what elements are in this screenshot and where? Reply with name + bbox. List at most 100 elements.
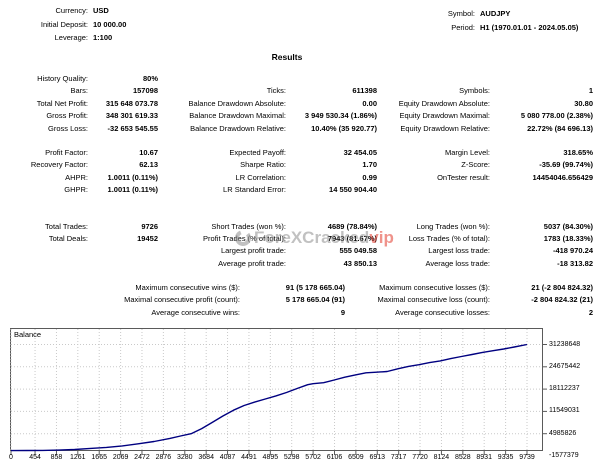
stat-value (490, 184, 593, 196)
stat-label: Largest loss trade: (428, 246, 490, 256)
stat-label: Short Trades (won %): (211, 221, 286, 231)
stat-value: 0.99 (362, 172, 377, 182)
account-header-value: USD (93, 6, 109, 15)
x-tick-label: 3684 (198, 454, 214, 461)
stat-value: 4689 (78.84%) (327, 221, 377, 231)
stat-label: GHPR: (64, 185, 88, 195)
stat-value: 611398 (352, 86, 377, 96)
stat-value (286, 73, 377, 85)
stat-label: Recovery Factor: (30, 160, 88, 170)
symbol-header-label: Symbol: (447, 9, 475, 18)
stat-value: 318.65% (563, 147, 593, 157)
stat-value: 555 049.58 (339, 246, 377, 256)
stat-label: Average consecutive wins: (151, 307, 240, 317)
stat-label: OnTester result: (437, 172, 490, 182)
stat-label (0, 294, 40, 306)
stat-label (0, 282, 40, 294)
x-tick-label: 7720 (412, 454, 428, 461)
symbol-info: Symbol: AUDJPY Period: H1 (1970.01.01 - 202… (360, 7, 579, 34)
stat-value: 157098 (132, 86, 158, 96)
stat-value: -18 313.82 (557, 258, 593, 268)
stat-value: 14454046.656429 (532, 172, 593, 182)
stat-label: Total Trades: (45, 221, 88, 231)
stat-label: Average consecutive losses: (395, 307, 490, 317)
stat-value (40, 294, 110, 306)
stat-label: Long Trades (won %): (416, 221, 490, 231)
results-table: History Quality: 80% Bars: 157098 Ticks: 6113… (0, 73, 593, 319)
stat-value: 5037 (84.30%) (543, 221, 593, 231)
stat-value: 21 (-2 804 824.32) (531, 283, 593, 293)
stat-value: 22.72% (84 696.13) (527, 123, 593, 133)
stat-value (88, 258, 158, 270)
x-tick-label: 1665 (91, 454, 107, 461)
stat-label: Profit Factor: (45, 147, 88, 157)
balance-line (10, 343, 528, 452)
stat-label: AHPR: (65, 172, 88, 182)
stat-row: Gross Profit: 348 301 619.33 Balance Drawd… (0, 110, 593, 122)
account-info: Currency: USD Initial Deposit: 10 000.00 Lev… (0, 4, 126, 45)
stat-value: 14 550 904.40 (329, 185, 377, 195)
stat-row: Maximum consecutive wins ($): 91 (5 178 6… (0, 282, 593, 294)
stat-row: Total Trades: 9726 Short Trades (won %): 46… (0, 221, 593, 233)
stat-label: Z-Score: (461, 160, 490, 170)
stat-value: 10.40% (35 920.77) (311, 123, 377, 133)
stat-label: LR Standard Error: (223, 185, 286, 195)
stat-label: Loss Trades (% of total): (408, 233, 490, 243)
x-tick-label: 1261 (70, 454, 86, 461)
stat-row: GHPR: 1.0011 (0.11%) LR Standard Error: 14 … (0, 184, 593, 196)
stat-value: 43 850.13 (343, 258, 377, 268)
x-tick-label: 6913 (369, 454, 386, 461)
stat-value: -2 804 824.32 (21) (531, 295, 593, 305)
stat-label: Equity Drawdown Maximal: (399, 111, 490, 121)
symbol-header-value: H1 (1970.01.01 - 2024.05.05) (480, 22, 579, 32)
row-spacer (0, 197, 593, 221)
stat-row: Profit Factor: 10.67 Expected Payoff: 32 45… (0, 147, 593, 159)
y-tick-label: 24675442 (549, 362, 581, 370)
account-header-label: Leverage: (54, 33, 88, 42)
stat-label: Balance Drawdown Maximal: (189, 111, 286, 121)
stat-value: 80% (142, 74, 158, 83)
stat-label: Equity Drawdown Absolute: (398, 98, 490, 108)
stat-row: AHPR: 1.0011 (0.11%) LR Correlation: 0.99 On… (0, 172, 593, 184)
x-tick-label: 5298 (283, 454, 300, 461)
stat-label: Gross Loss: (47, 123, 88, 133)
stat-label: History Quality: (37, 74, 88, 83)
y-tick-label: 11549031 (549, 407, 580, 415)
x-tick-label: 2876 (155, 454, 172, 461)
stat-row: Total Deals: 19452 Profit Trades (% of tot… (0, 233, 593, 245)
x-tick-label: 6509 (348, 454, 364, 461)
stat-value: 19452 (137, 233, 158, 243)
stat-value: 9 (340, 307, 345, 317)
symbol-header-value: AUDJPY (480, 9, 511, 18)
stat-value: 1.70 (362, 160, 377, 170)
stat-row: Largest profit trade: 555 049.58 Largest l… (0, 245, 593, 257)
x-tick-label: 2069 (112, 454, 129, 461)
stat-value: 30.80 (574, 98, 593, 108)
x-tick-label: 4491 (241, 454, 257, 461)
x-tick-label: 2472 (134, 454, 150, 461)
x-tick-label: 4087 (219, 454, 236, 461)
stat-label: Maximum consecutive losses ($): (379, 283, 490, 293)
y-tick-label: -1577379 (549, 452, 579, 459)
stat-value: 1.0011 (0.11%) (107, 185, 158, 195)
stat-label: Gross Profit: (46, 111, 88, 121)
stat-label: Largest profit trade: (220, 246, 286, 256)
stat-label: Average profit trade: (218, 258, 286, 268)
stat-label (377, 184, 490, 196)
stat-label: Total Net Profit: (36, 98, 88, 108)
stat-label (0, 307, 40, 319)
stat-value: 5 080 778.00 (2.38%) (520, 111, 593, 121)
stat-row: Total Net Profit: 315 648 073.78 Balance D… (0, 98, 593, 110)
stat-label (377, 73, 490, 85)
stat-label: Average loss trade: (425, 258, 490, 268)
stat-row: History Quality: 80% (0, 73, 593, 85)
stat-label: Balance Drawdown Relative: (190, 123, 286, 133)
x-tick-label: 9739 (519, 454, 535, 461)
symbol-header-label: Period: (451, 22, 475, 32)
stat-value: 1783 (18.33%) (543, 233, 593, 243)
stat-value: 9726 (141, 221, 158, 231)
stat-label: Balance Drawdown Absolute: (188, 98, 286, 108)
y-tick-label: 18112237 (549, 385, 580, 393)
stat-row: Average profit trade: 43 850.13 Average lo… (0, 258, 593, 270)
x-tick-label: 454 (29, 454, 41, 461)
